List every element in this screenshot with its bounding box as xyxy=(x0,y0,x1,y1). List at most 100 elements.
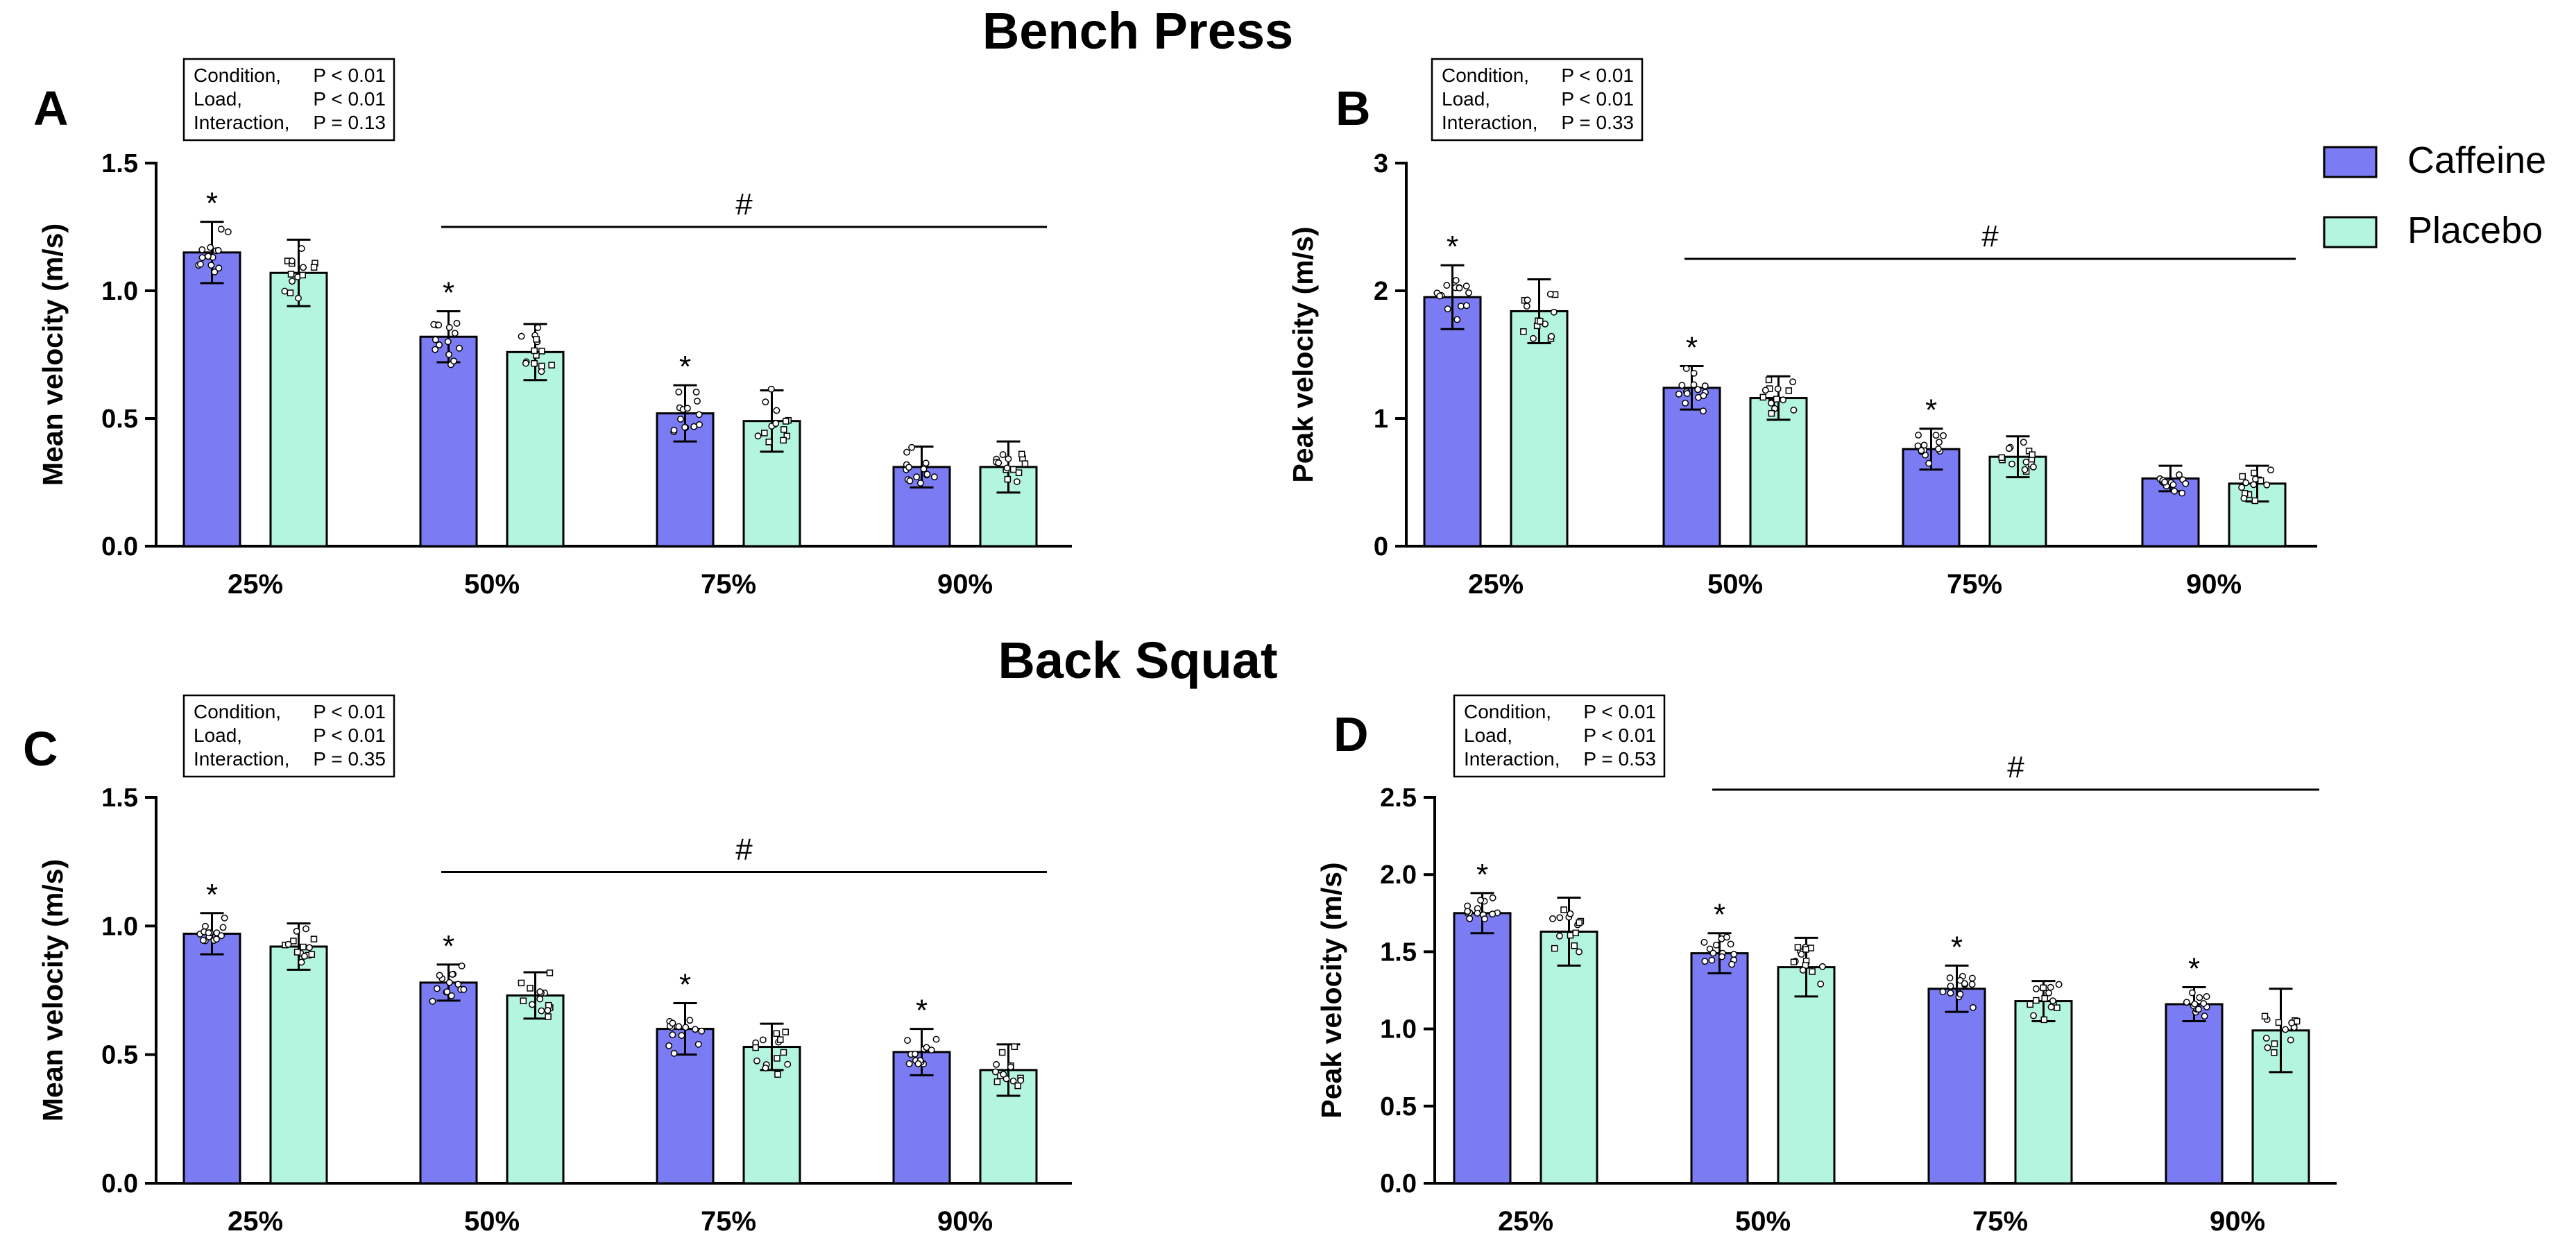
point-a-placebo-3-10 xyxy=(1021,460,1029,467)
point-d-caffeine-2-9 xyxy=(1939,988,1947,996)
point-d-placebo-0-0 xyxy=(1567,931,1574,939)
point-d-caffeine-2-0 xyxy=(1946,974,1954,982)
point-c-placebo-1-9 xyxy=(538,1007,545,1015)
bar-b-placebo-0 xyxy=(1510,310,1569,548)
point-a-caffeine-1-9 xyxy=(445,350,452,358)
point-a-caffeine-2-4 xyxy=(677,416,684,423)
point-a-placebo-1-13 xyxy=(522,359,529,367)
point-c-placebo-2-10 xyxy=(752,1044,759,1051)
legend-swatch-placebo xyxy=(2323,216,2378,248)
point-b-placebo-0-9 xyxy=(1523,303,1530,310)
point-a-placebo-0-9 xyxy=(298,245,305,253)
stat-value-d-2: P = 0.53 xyxy=(1583,748,1656,770)
point-a-placebo-2-10 xyxy=(780,437,787,444)
point-d-placebo-2-3 xyxy=(2049,997,2056,1005)
point-a-placebo-0-0 xyxy=(287,271,295,278)
panel-letter-c: C xyxy=(23,722,58,776)
point-b-placebo-2-9 xyxy=(2021,466,2029,473)
point-a-caffeine-3-12 xyxy=(906,477,914,484)
point-a-caffeine-0-7 xyxy=(215,264,223,272)
point-a-caffeine-3-10 xyxy=(920,465,928,473)
point-b-caffeine-3-1 xyxy=(2171,487,2178,495)
point-a-placebo-3-11 xyxy=(999,451,1007,459)
x-tick-label-c-0: 25% xyxy=(228,1206,283,1237)
point-c-placebo-2-12 xyxy=(777,1036,784,1043)
x-tick-label-a-2: 75% xyxy=(701,569,756,600)
asterisk-c-3: * xyxy=(916,994,928,1028)
stat-value-a-2: P = 0.13 xyxy=(313,112,386,133)
point-b-placebo-2-3 xyxy=(2008,460,2015,468)
point-d-placebo-2-6 xyxy=(2033,997,2040,1004)
bar-c-caffeine-1 xyxy=(419,981,478,1185)
point-d-placebo-3-13 xyxy=(2262,1034,2270,1042)
point-a-caffeine-1-2 xyxy=(451,330,459,337)
point-a-placebo-3-8 xyxy=(1004,475,1012,483)
point-a-caffeine-2-5 xyxy=(681,423,688,431)
point-c-placebo-0-2 xyxy=(310,935,318,942)
bar-a-placebo-0 xyxy=(269,271,328,548)
point-d-placebo-0-12 xyxy=(1572,929,1579,937)
point-d-caffeine-2-12 xyxy=(1956,990,1964,998)
point-b-caffeine-2-12 xyxy=(1932,432,1940,439)
bar-c-placebo-1 xyxy=(506,994,565,1185)
point-d-placebo-2-11 xyxy=(2047,983,2054,991)
y-tick-label-c-1: 0.5 xyxy=(101,1041,138,1070)
point-a-caffeine-0-9 xyxy=(196,260,204,268)
point-d-placebo-1-10 xyxy=(1802,946,1809,953)
point-a-caffeine-0-11 xyxy=(198,246,206,253)
bar-a-caffeine-2 xyxy=(656,412,715,548)
bar-b-placebo-1 xyxy=(1749,397,1808,548)
stat-name-a-0: Condition, xyxy=(194,65,281,86)
point-d-placebo-2-7 xyxy=(2032,985,2040,992)
point-d-placebo-0-7 xyxy=(1556,914,1564,922)
point-c-placebo-3-2 xyxy=(993,1078,1001,1085)
point-b-placebo-1-6 xyxy=(1785,387,1793,394)
point-c-caffeine-2-8 xyxy=(665,1042,673,1049)
point-a-caffeine-1-7 xyxy=(456,344,463,352)
point-c-caffeine-3-12 xyxy=(914,1060,922,1067)
point-d-caffeine-2-5 xyxy=(1947,989,1954,997)
point-a-placebo-2-9 xyxy=(754,432,762,440)
x-tick-label-d-3: 90% xyxy=(2210,1206,2265,1237)
point-c-caffeine-1-13 xyxy=(443,988,451,996)
point-a-placebo-2-5 xyxy=(773,407,781,414)
point-a-caffeine-3-4 xyxy=(930,473,938,481)
point-c-placebo-1-8 xyxy=(527,985,534,992)
point-d-caffeine-0-8 xyxy=(1481,915,1488,922)
y-tick-label-b-2: 2 xyxy=(1374,277,1388,306)
y-tick-label-c-3: 1.5 xyxy=(101,784,138,813)
stats-box-d xyxy=(1453,694,1666,778)
point-c-placebo-0-13 xyxy=(284,940,292,948)
point-d-placebo-1-12 xyxy=(1790,958,1798,966)
point-b-placebo-1-12 xyxy=(1759,393,1767,401)
y-tick-label-a-2: 1.0 xyxy=(101,277,138,306)
point-a-placebo-2-8 xyxy=(782,418,790,425)
bar-d-caffeine-3 xyxy=(2165,1003,2224,1185)
point-a-placebo-3-13 xyxy=(995,459,1003,466)
point-b-caffeine-0-12 xyxy=(1465,289,1472,296)
hash-symbol-a: # xyxy=(735,187,753,221)
asterisk-b-0: * xyxy=(1447,230,1458,264)
bar-b-caffeine-1 xyxy=(1662,387,1721,548)
point-d-placebo-0-4 xyxy=(1560,906,1567,913)
point-a-placebo-1-5 xyxy=(534,324,542,332)
point-a-caffeine-2-11 xyxy=(692,388,700,396)
point-c-placebo-1-6 xyxy=(520,997,527,1004)
x-tick-label-a-1: 50% xyxy=(464,569,520,600)
point-b-caffeine-1-7 xyxy=(1682,399,1689,407)
asterisk-c-1: * xyxy=(443,929,454,963)
point-a-caffeine-0-12 xyxy=(211,269,219,276)
point-a-caffeine-1-11 xyxy=(453,319,461,327)
point-c-caffeine-1-11 xyxy=(460,985,468,993)
point-c-placebo-2-6 xyxy=(774,1055,781,1062)
stat-value-b-2: P = 0.33 xyxy=(1561,112,1634,133)
point-a-caffeine-3-5 xyxy=(903,448,910,456)
point-a-placebo-3-1 xyxy=(1005,455,1012,463)
point-d-caffeine-1-2 xyxy=(1709,949,1717,957)
point-a-placebo-3-4 xyxy=(1015,469,1023,476)
stat-name-c-0: Condition, xyxy=(194,701,281,722)
point-d-caffeine-2-6 xyxy=(1968,974,1976,982)
asterisk-d-0: * xyxy=(1476,858,1488,892)
point-d-placebo-0-9 xyxy=(1556,932,1563,940)
